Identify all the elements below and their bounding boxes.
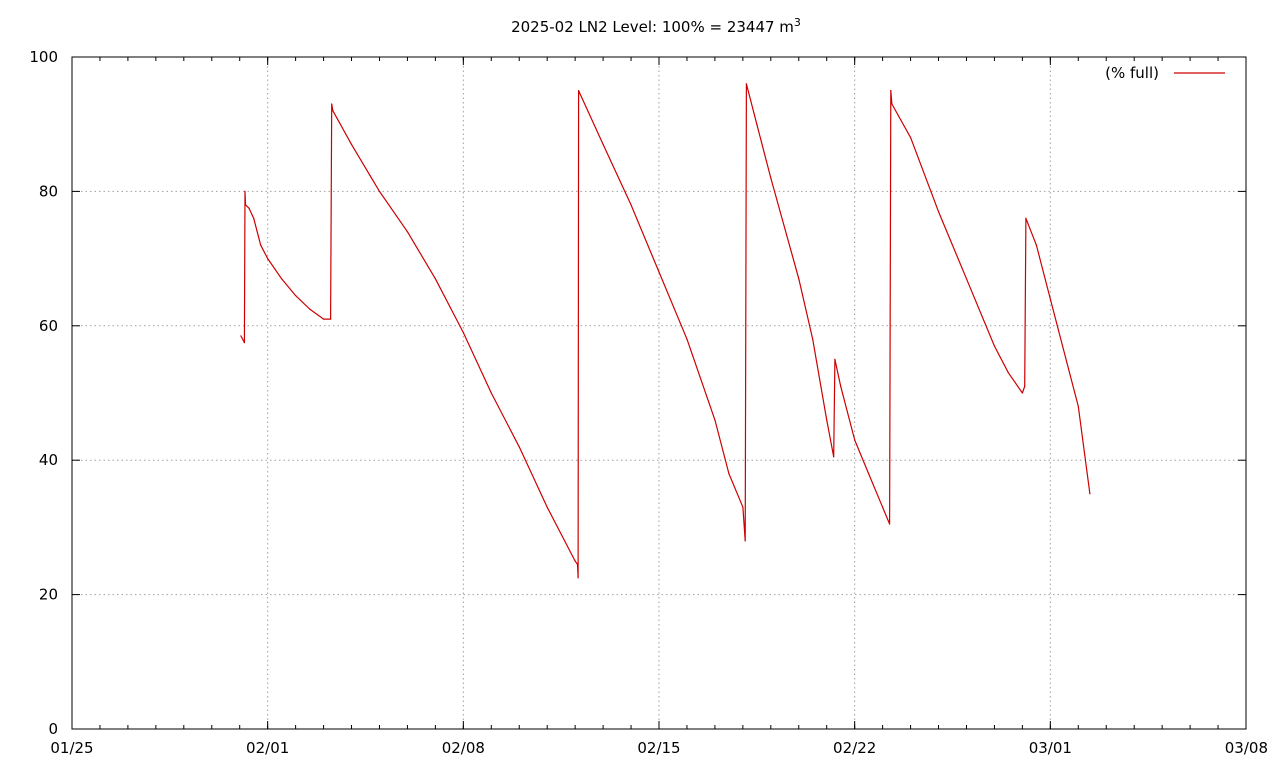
- y-axis-ticks: 0 20 40 60 80 100: [29, 48, 1246, 738]
- data-point: [868, 473, 870, 475]
- y-tick-label: 40: [39, 451, 58, 469]
- data-point: [240, 335, 242, 337]
- data-point: [329, 318, 332, 320]
- data-point: [834, 358, 836, 360]
- data-point: [889, 523, 891, 525]
- data-point: [1024, 385, 1026, 387]
- data-point: [854, 439, 856, 441]
- y-tick-label: 60: [39, 317, 58, 335]
- data-point: [1007, 372, 1010, 374]
- data-point: [1077, 405, 1079, 408]
- data-point: [658, 271, 660, 273]
- data-point: [490, 392, 492, 394]
- grid-lines: [72, 57, 1246, 729]
- chart-title: 2025-02 LN2 Level: 100% = 23447 m3: [511, 16, 801, 36]
- data-point: [248, 207, 250, 209]
- y-tick-label: 80: [39, 182, 58, 200]
- data-point: [546, 506, 548, 508]
- x-tick-label: 03/01: [1029, 739, 1072, 757]
- data-point: [744, 540, 746, 542]
- data-point: [308, 308, 311, 310]
- data-point: [244, 190, 246, 192]
- x-tick-label: 01/25: [50, 739, 93, 757]
- data-point: [840, 385, 842, 387]
- data-point: [267, 258, 269, 260]
- data-point: [812, 338, 814, 340]
- data-point: [281, 278, 283, 280]
- x-tick-label: 03/08: [1225, 739, 1268, 757]
- data-point: [728, 473, 730, 475]
- data-point: [833, 456, 835, 458]
- data-point: [332, 110, 334, 112]
- x-tick-label: 02/15: [637, 739, 680, 757]
- data-point: [745, 83, 747, 85]
- data-point: [882, 506, 884, 508]
- data-point: [378, 190, 381, 192]
- data-point: [756, 123, 758, 125]
- y-tick-label: 20: [39, 586, 58, 604]
- data-point: [798, 278, 800, 280]
- legend: (% full): [1105, 64, 1225, 82]
- data-point: [686, 338, 688, 340]
- data-point: [244, 204, 247, 206]
- data-point: [1089, 493, 1091, 495]
- x-tick-label: 02/08: [442, 739, 485, 757]
- data-point: [714, 419, 716, 421]
- data-point: [574, 560, 576, 562]
- data-point: [965, 278, 968, 280]
- data-point: [350, 143, 353, 145]
- data-point: [322, 318, 325, 320]
- data-point: [578, 90, 580, 92]
- data-point: [243, 342, 245, 344]
- data-point: [331, 103, 333, 105]
- data-point: [260, 244, 262, 246]
- data-point: [602, 143, 604, 145]
- data-point: [406, 231, 409, 233]
- series-line: [240, 83, 1091, 579]
- data-point: [434, 278, 436, 280]
- plot-frame: [71, 56, 1247, 730]
- data-point: [890, 90, 892, 92]
- data-point: [1021, 392, 1023, 394]
- data-point: [1035, 244, 1037, 246]
- data-point: [993, 345, 996, 347]
- data-point: [577, 577, 579, 579]
- data-point: [826, 419, 828, 421]
- data-point: [630, 204, 632, 206]
- x-tick-label: 02/01: [246, 739, 289, 757]
- data-point: [253, 217, 255, 219]
- data-point: [1049, 298, 1051, 300]
- chart-title-main: 2025-02 LN2 Level: 100% = 23447 m: [511, 18, 794, 36]
- y-tick-label: 100: [29, 48, 58, 66]
- data-point: [891, 103, 893, 105]
- series-layer: [240, 83, 1091, 579]
- data-point: [576, 563, 579, 565]
- y-tick-label: 0: [48, 720, 58, 738]
- data-point: [742, 506, 744, 508]
- x-tick-label: 02/22: [833, 739, 876, 757]
- data-point: [295, 294, 297, 297]
- x-axis-ticks: 01/25 02/01 02/08 02/15 02/22 03/01 03/08: [50, 57, 1268, 757]
- data-point: [909, 137, 912, 139]
- data-point: [518, 446, 520, 448]
- plot-border: [71, 56, 1247, 730]
- data-point: [462, 331, 464, 334]
- data-point: [937, 210, 940, 213]
- legend-label: (% full): [1105, 64, 1159, 82]
- data-point: [1025, 217, 1027, 219]
- chart-title-superscript: 3: [794, 16, 801, 29]
- data-point: [770, 177, 772, 179]
